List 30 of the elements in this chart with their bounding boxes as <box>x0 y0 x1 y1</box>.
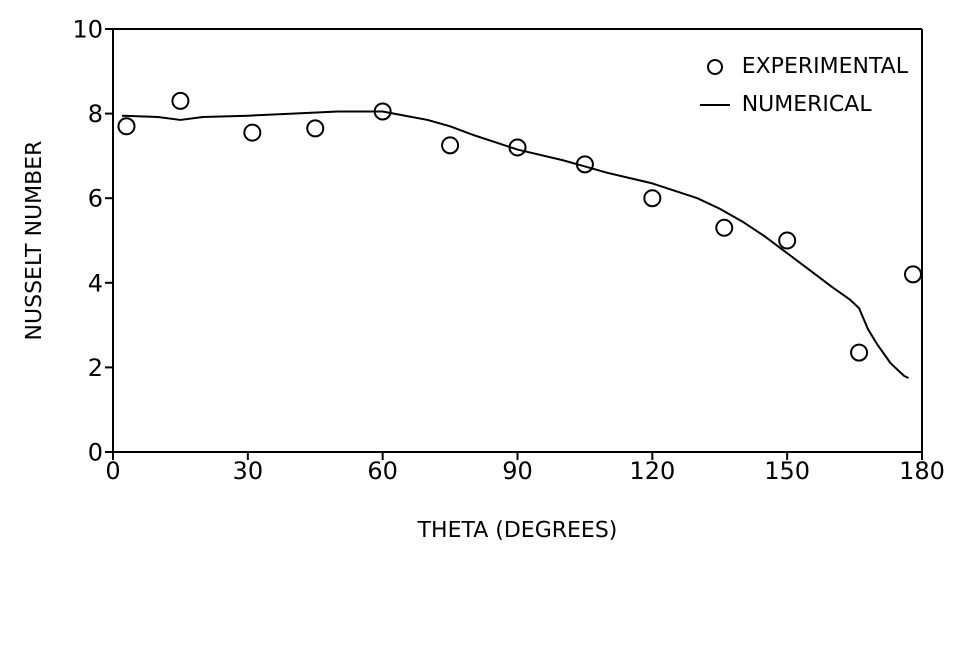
point <box>171 92 190 110</box>
point <box>441 136 460 154</box>
x-tick-label: 0 <box>105 457 121 486</box>
point <box>778 232 796 250</box>
legend-label: EXPERIMENTAL <box>742 53 908 81</box>
x-tick-label: 150 <box>764 457 810 486</box>
y-tick-label: 10 <box>72 16 103 44</box>
point <box>508 138 526 156</box>
point <box>576 155 594 174</box>
point <box>117 117 136 136</box>
x-tick-label: 180 <box>899 457 945 486</box>
point <box>850 344 868 362</box>
legend-label: NUMERICAL <box>742 91 872 119</box>
y-tick-label: 8 <box>88 100 103 128</box>
x-tick-label: 30 <box>232 457 264 486</box>
point <box>715 218 734 237</box>
y-tick-label: 4 <box>88 269 103 298</box>
x-tick-label: 60 <box>367 457 398 486</box>
x-tick-label: 90 <box>502 457 533 486</box>
y-tick-label: 6 <box>88 184 103 213</box>
point <box>904 265 922 284</box>
x-tick-label: 120 <box>629 457 676 486</box>
y-tick-label: 2 <box>88 354 103 382</box>
point <box>243 124 262 142</box>
point <box>643 189 662 208</box>
y-tick-label: 0 <box>88 438 103 467</box>
point <box>306 119 324 138</box>
x-axis-title: THETA (DEGREES) <box>416 518 618 543</box>
y-axis-title: NUSSELT NUMBER <box>22 140 47 340</box>
point <box>374 102 392 120</box>
